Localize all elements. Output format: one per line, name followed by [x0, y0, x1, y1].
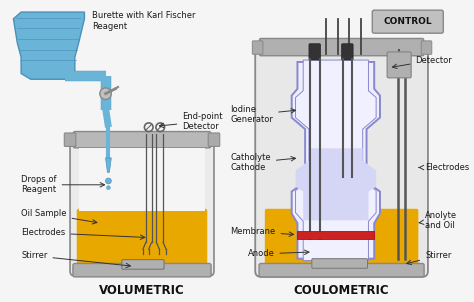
- Circle shape: [106, 178, 111, 184]
- Circle shape: [100, 88, 111, 99]
- FancyBboxPatch shape: [73, 263, 211, 277]
- Text: Catholyte
Cathode: Catholyte Cathode: [230, 153, 295, 172]
- Text: Detector: Detector: [392, 56, 452, 69]
- FancyBboxPatch shape: [372, 10, 443, 33]
- Text: Drops of
Reagent: Drops of Reagent: [21, 175, 105, 194]
- FancyBboxPatch shape: [260, 38, 424, 56]
- FancyBboxPatch shape: [298, 231, 374, 239]
- FancyBboxPatch shape: [342, 44, 353, 60]
- FancyBboxPatch shape: [70, 142, 214, 276]
- FancyBboxPatch shape: [122, 260, 164, 269]
- Polygon shape: [106, 158, 111, 172]
- Text: Stirrer: Stirrer: [407, 251, 451, 265]
- FancyBboxPatch shape: [77, 209, 207, 267]
- Polygon shape: [13, 12, 84, 79]
- Text: Anolyte
and Oil: Anolyte and Oil: [419, 210, 457, 230]
- Text: CONTROL: CONTROL: [383, 17, 432, 26]
- FancyBboxPatch shape: [312, 259, 367, 268]
- FancyBboxPatch shape: [265, 209, 419, 267]
- FancyBboxPatch shape: [309, 44, 320, 60]
- Text: Anode: Anode: [247, 249, 309, 259]
- FancyBboxPatch shape: [255, 49, 428, 277]
- Text: Iodine
Generator: Iodine Generator: [230, 105, 295, 124]
- Text: Electrodes: Electrodes: [419, 163, 469, 172]
- FancyBboxPatch shape: [73, 132, 210, 148]
- FancyBboxPatch shape: [252, 41, 263, 54]
- FancyBboxPatch shape: [259, 263, 424, 277]
- Text: Burette with Karl Fischer
Reagent: Burette with Karl Fischer Reagent: [92, 11, 196, 31]
- Text: Stirrer: Stirrer: [21, 251, 130, 268]
- Text: End-point
Detector: End-point Detector: [159, 112, 223, 131]
- Polygon shape: [295, 148, 376, 220]
- FancyBboxPatch shape: [79, 148, 205, 211]
- FancyBboxPatch shape: [64, 133, 76, 146]
- FancyBboxPatch shape: [421, 41, 432, 54]
- FancyBboxPatch shape: [208, 133, 220, 146]
- Text: COULOMETRIC: COULOMETRIC: [294, 284, 390, 297]
- FancyBboxPatch shape: [387, 52, 411, 78]
- Text: Membrane: Membrane: [230, 227, 293, 236]
- Text: VOLUMETRIC: VOLUMETRIC: [99, 284, 185, 297]
- Polygon shape: [295, 60, 376, 261]
- Text: Oil Sample: Oil Sample: [21, 209, 97, 224]
- Text: Electrodes: Electrodes: [21, 228, 145, 239]
- Polygon shape: [292, 62, 380, 259]
- Circle shape: [107, 186, 110, 190]
